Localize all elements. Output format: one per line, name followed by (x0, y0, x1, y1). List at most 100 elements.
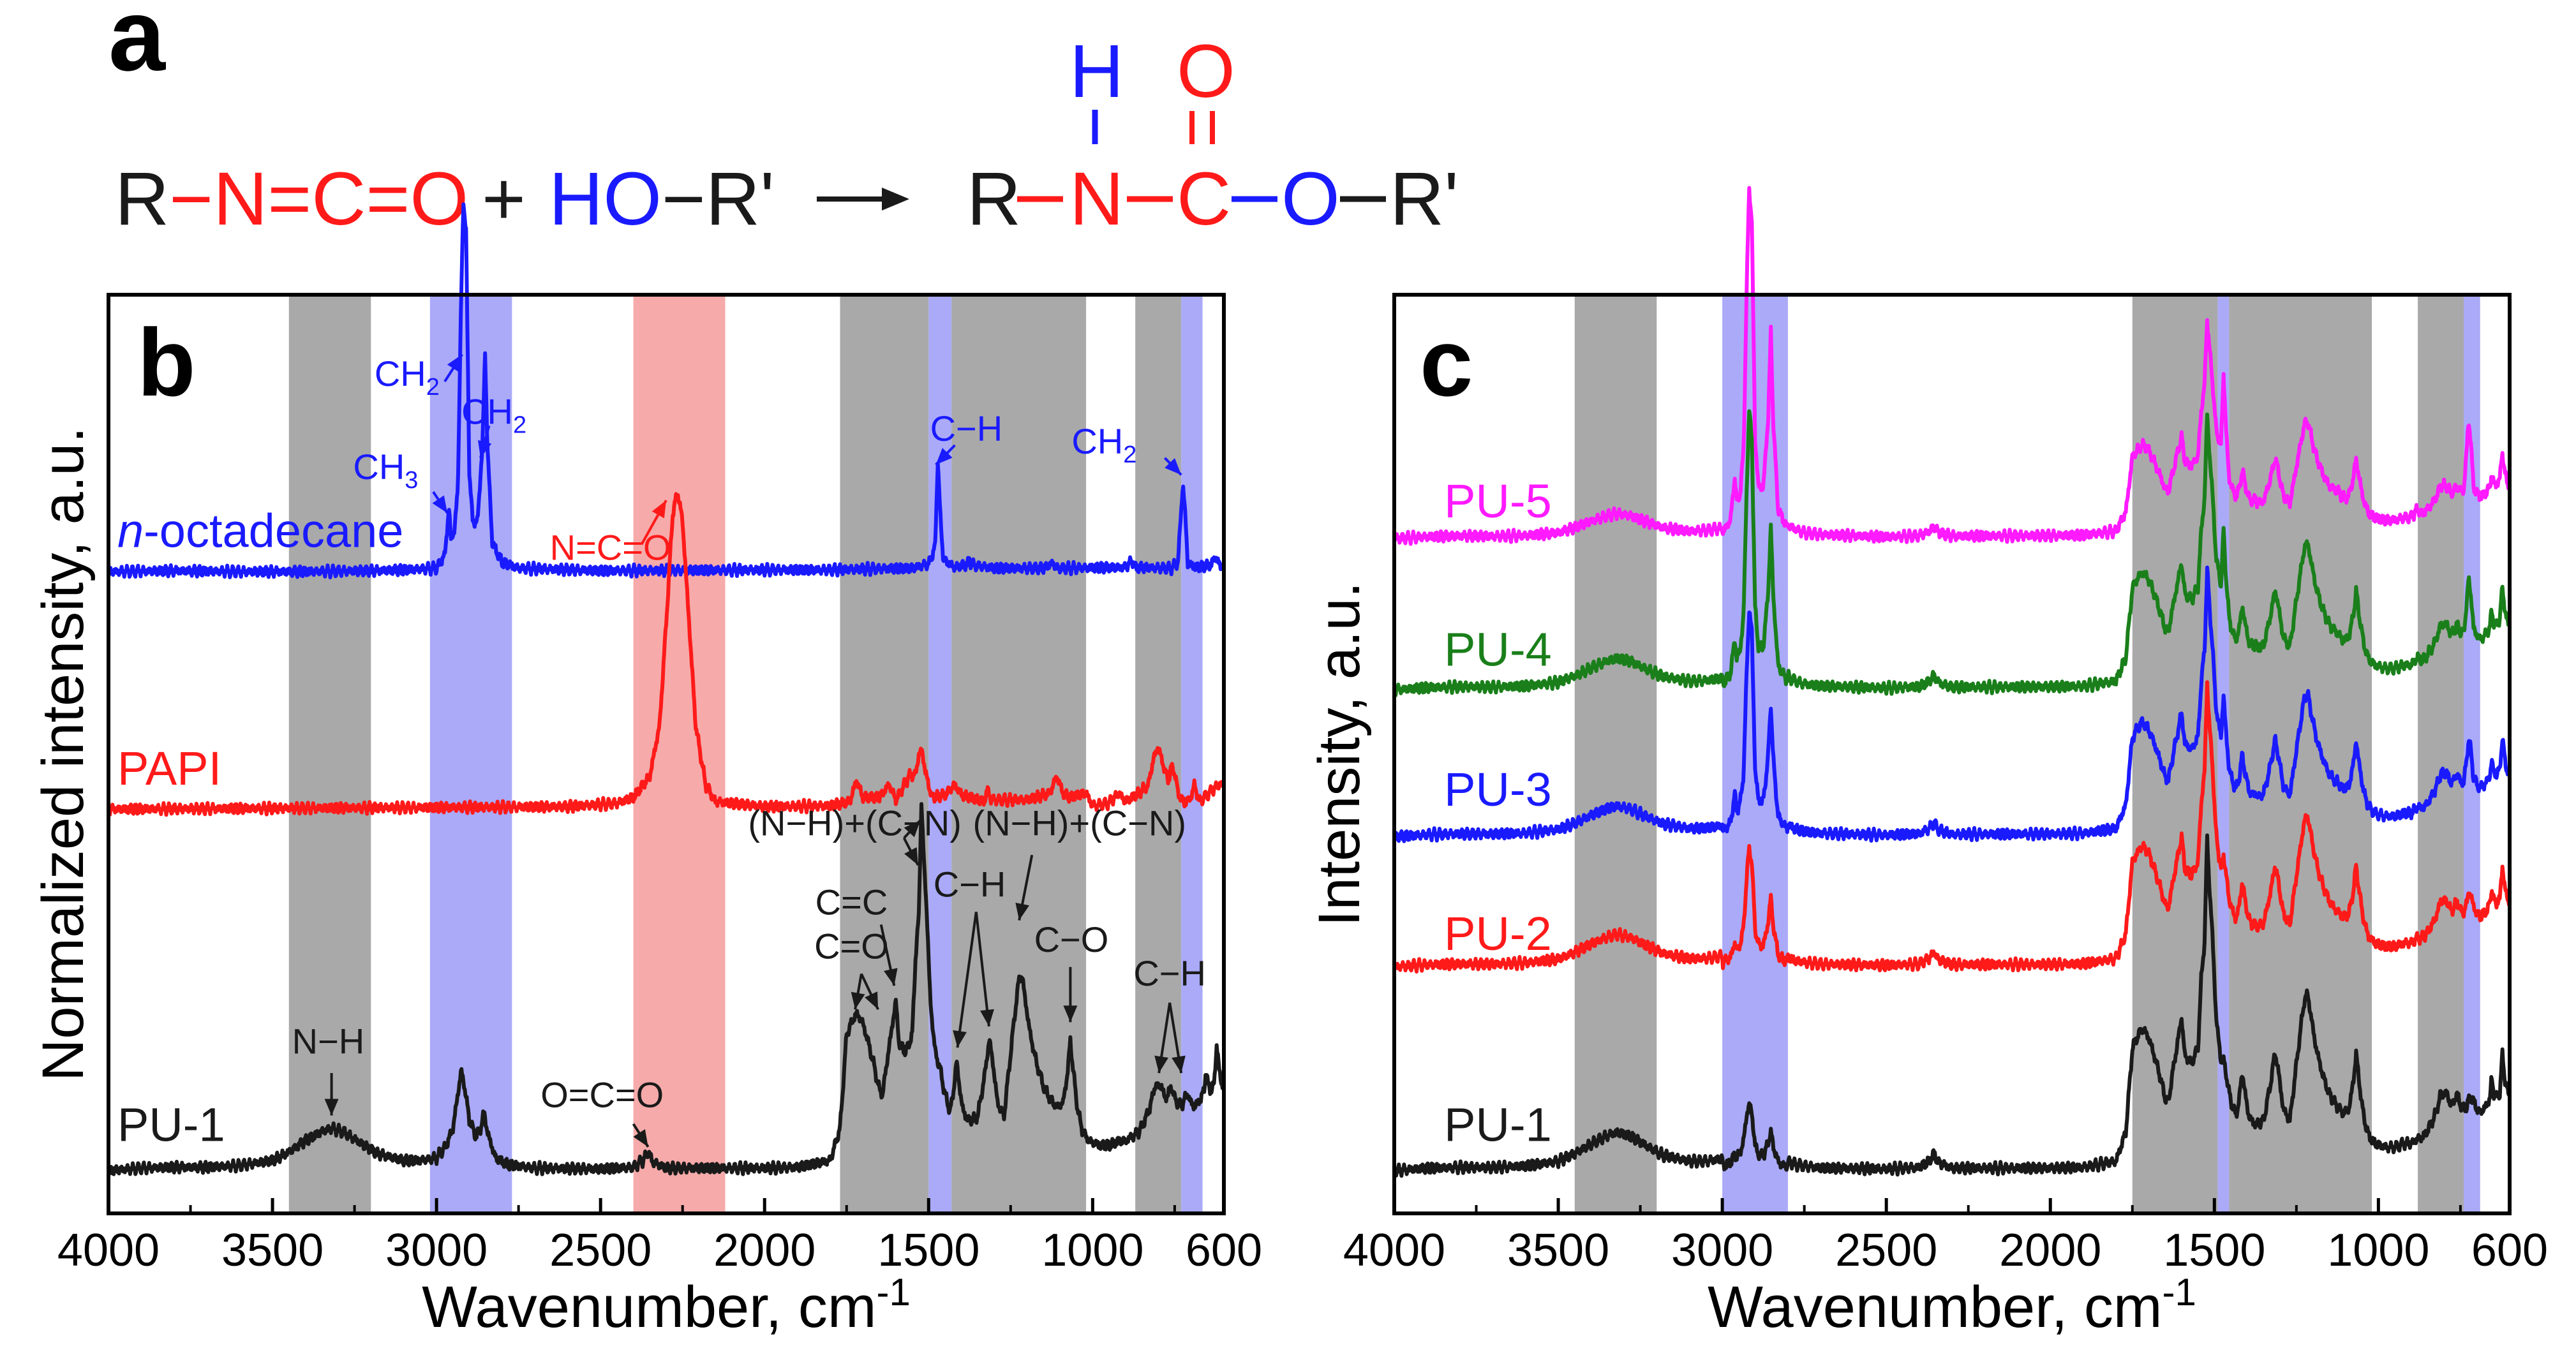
panel-b-x-tick-label-2500: 2500 (549, 1225, 651, 1276)
panel-b-x-axis: 4000 3500 3000 2500 2000 1500 1000 600 (57, 1198, 1262, 1276)
panel-b-annotation-0-ch: CH2 (375, 353, 440, 401)
panel-b-annotation-arrow-1 (478, 425, 492, 459)
product-h: H (1069, 29, 1124, 114)
panel-b-annotation-arrow-2 (432, 491, 449, 514)
panel-b-ftir-reactants: CH2 CH2 CH3 C−H CH2 N=C=O (N−H)+(C−N) (N−H)+(C−… (31, 202, 1262, 1340)
reactant2-ho: HO (549, 157, 662, 241)
product-n: N (1069, 157, 1124, 241)
panel-c-plot-frame (1392, 293, 2512, 1215)
panel-b-annotation-arrow-7 (1015, 854, 1034, 921)
panel-b-x-tick-label-600: 600 (1186, 1225, 1262, 1276)
panel-c-x-tick-label-2500: 2500 (1835, 1225, 1937, 1276)
panel-b-annotation-arrow-12 (1154, 1002, 1172, 1074)
panel-b-plot-frame (107, 293, 1226, 1215)
product-c: C (1177, 157, 1231, 241)
panel-b-band-7 (1181, 295, 1203, 1213)
panel-b-band-1 (429, 295, 512, 1213)
panel-b-x-axis-title: Wavenumber, cm-1 (422, 1271, 911, 1340)
reaction-arrow (817, 188, 909, 211)
panel-b-band-5 (951, 295, 1087, 1213)
panel-b-annotation-11-c-o: C−O (1034, 919, 1109, 959)
panel-b-annotation-3-c-h: C−H (930, 408, 1003, 448)
panel-b-annotation-6-n-h-c-n: (N−H)+(C−N) (748, 803, 961, 843)
product-r2: R' (1390, 157, 1459, 241)
panel-b-series (107, 202, 1226, 1176)
panel-b-band-2 (633, 295, 726, 1213)
panel-c-band-3 (2217, 295, 2230, 1213)
panel-b-series-label-n-octadecane: n-octadecane (117, 504, 403, 557)
panel-b-annotation-arrow-11 (1063, 967, 1078, 1023)
panel-c-band-4 (2229, 295, 2372, 1213)
panel-b-annotation-14-o-c-o: O=C=O (540, 1074, 664, 1115)
panel-b-annotation-arrow-4 (1164, 457, 1182, 476)
panel-b-annotation-arrow2-12 (1168, 1002, 1186, 1074)
panel-b-annotation-7-n-h-c-n: (N−H)+(C−N) (973, 803, 1186, 843)
reactant1-o: O (410, 157, 468, 241)
panel-c-series-line-pu-2 (1392, 680, 2512, 974)
reactant1-eq2: = (366, 157, 410, 241)
panel-b-annotation-arrow-5 (640, 500, 667, 545)
panel-b-series-line-pu-1 (107, 802, 1226, 1176)
panel-c-series (1392, 186, 2512, 1178)
panel-b-annotation-arrow-9 (851, 974, 865, 1010)
panel-b-band-0 (288, 295, 371, 1213)
panel-c-series-line-pu-3 (1392, 565, 2512, 843)
panel-c-series-label-pu-3: PU-3 (1444, 763, 1552, 816)
panel-c-series-line-pu-5 (1392, 186, 2512, 546)
panel-b-annotation-2-ch: CH3 (353, 447, 418, 494)
panel-c-series-label-pu-5: PU-5 (1444, 475, 1552, 528)
panel-b-x-tick-label-1000: 1000 (1041, 1225, 1143, 1276)
panel-b-x-tick-label-2000: 2000 (713, 1225, 815, 1276)
panel-b-annotation-arrow-3 (935, 444, 956, 466)
product-r: R (967, 157, 1021, 241)
panel-b-series-label-pu-1: PU-1 (117, 1098, 225, 1151)
panel-b-annotation-9-c-o: C=O (814, 926, 889, 967)
panel-b-annotation-13-n-h: N−H (292, 1021, 365, 1061)
panel-b-band-3 (840, 295, 929, 1213)
panel-c-band-5 (2418, 295, 2464, 1213)
panel-b-annotation-4-ch: CH2 (1071, 421, 1136, 468)
product-o-top: O (1177, 29, 1235, 114)
panel-b-annotation-arrow-14 (632, 1123, 650, 1148)
panel-c-x-axis-title: Wavenumber, cm-1 (1708, 1271, 2196, 1340)
panel-b-x-tick-label-4000: 4000 (57, 1225, 160, 1276)
reactant1-dash: − (169, 157, 213, 241)
panel-b-annotation-12-c-h: C−H (1133, 953, 1206, 993)
panel-c-series-label-pu-4: PU-4 (1444, 623, 1552, 676)
panel-c-x-axis: 4000 3500 3000 2500 2000 1500 1000 600 (1343, 1198, 2548, 1276)
panel-b-label: b (137, 309, 196, 416)
panel-c-x-tick-label-3000: 3000 (1671, 1225, 1773, 1276)
reactant1-eq1: = (267, 157, 311, 241)
panel-c-label: c (1420, 309, 1473, 416)
reactant2-r: R' (706, 157, 775, 241)
panel-b-annotation-arrow-0 (443, 353, 463, 383)
panel-c-x-tick-label-1500: 1500 (2163, 1225, 2265, 1276)
panel-c-x-tick-label-600: 600 (2471, 1225, 2548, 1276)
reactant-alcohol: HO−R' (549, 157, 775, 241)
panel-b-annotation-arrow-13 (324, 1073, 339, 1116)
panel-b-annotation-8-c-c: C=C (815, 882, 888, 922)
panel-c-x-tick-label-2000: 2000 (1999, 1225, 2101, 1276)
panel-b-annotation-arrow2-9 (860, 973, 879, 1011)
panel-c-series-label-pu-2: PU-2 (1444, 907, 1552, 960)
panel-c-x-tick-label-1000: 1000 (2327, 1225, 2429, 1276)
panel-b-annotation-5-n-c-o: N=C=O (550, 527, 671, 567)
panel-b-x-tick-label-1500: 1500 (877, 1225, 979, 1276)
panel-b-annotation-arrow-10 (953, 912, 978, 1048)
panel-b-annotation-10-c-h: C−H (934, 864, 1006, 904)
panel-b-series-labels: n-octadecane PAPI PU-1 (117, 504, 403, 1151)
panel-c-x-tick-label-3500: 3500 (1507, 1225, 1609, 1276)
panel-c-series-label-pu-1: PU-1 (1444, 1098, 1552, 1151)
panel-c-ftir-pu-series: PU-5 PU-4 PU-3 PU-2 PU-1 4000 3500 3000 2500 200… (1307, 186, 2548, 1340)
product-o: O (1281, 157, 1340, 241)
panel-b-annotation-arrow-8 (879, 924, 898, 986)
reactant1-n: N (213, 157, 267, 241)
plus-sign: + (482, 157, 526, 241)
panel-b-annotation-arrow-6 (903, 819, 921, 839)
reactant2-dash: − (662, 157, 706, 241)
panel-c-band-0 (1574, 295, 1657, 1213)
reactant-isocyanate: R−N=C=O (115, 157, 468, 241)
panel-c-series-line-pu-4 (1392, 409, 2512, 698)
panel-c-y-axis-title: Intensity, a.u. (1307, 582, 1372, 926)
